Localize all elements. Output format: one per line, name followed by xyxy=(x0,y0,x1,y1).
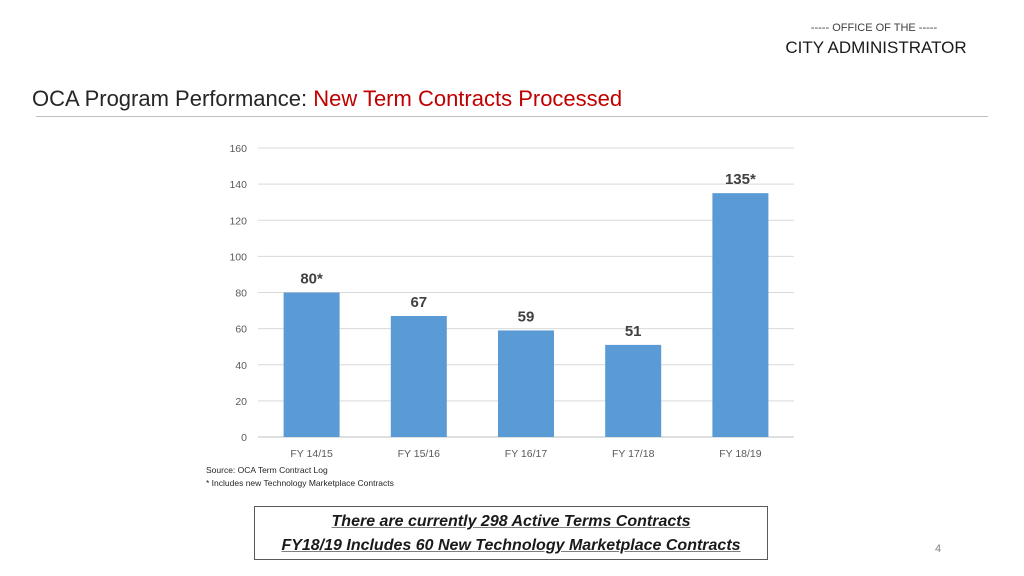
y-tick-label: 140 xyxy=(229,179,247,191)
source-note: Source: OCA Term Contract Log xyxy=(206,465,328,475)
data-label: 51 xyxy=(625,323,642,340)
callout-line-2: FY18/19 Includes 60 New Technology Marke… xyxy=(281,537,741,554)
page-number: 4 xyxy=(935,543,942,555)
office-label: ----- OFFICE OF THE ----- xyxy=(810,22,938,34)
callout-line-1: There are currently 298 Active Terms Con… xyxy=(331,513,691,530)
bar xyxy=(712,193,769,437)
x-tick-label: FY 14/15 xyxy=(290,448,333,460)
callout-box: There are currently 298 Active Terms Con… xyxy=(254,506,768,560)
slide-title: OCA Program Performance: New Term Contra… xyxy=(32,86,622,112)
x-tick-label: FY 18/19 xyxy=(719,448,762,460)
data-label: 67 xyxy=(410,294,427,311)
y-tick-label: 60 xyxy=(235,324,247,336)
x-tick-label: FY 16/17 xyxy=(505,448,548,460)
data-label: 135* xyxy=(725,171,756,188)
y-tick-label: 100 xyxy=(229,251,247,263)
data-label: 80* xyxy=(300,271,323,288)
title-divider xyxy=(36,116,988,117)
y-tick-label: 0 xyxy=(241,432,247,444)
y-tick-label: 120 xyxy=(229,215,247,227)
slide-title-prefix: OCA Program Performance: xyxy=(32,86,314,111)
x-tick-label: FY 15/16 xyxy=(398,448,441,460)
office-name: CITY ADMINISTRATOR xyxy=(785,38,967,57)
bar xyxy=(605,344,662,437)
bar xyxy=(390,315,447,437)
bar xyxy=(498,330,554,437)
x-tick-label: FY 17/18 xyxy=(612,448,655,460)
data-label: 59 xyxy=(518,308,535,325)
y-tick-label: 20 xyxy=(235,396,247,408)
y-tick-label: 160 xyxy=(229,143,247,155)
footnote: * Includes new Technology Marketplace Co… xyxy=(206,478,394,488)
y-tick-label: 40 xyxy=(235,360,247,372)
bar xyxy=(283,292,340,437)
slide-title-highlight: New Term Contracts Processed xyxy=(313,86,623,111)
chart-notes: Source: OCA Term Contract Log * Includes… xyxy=(206,464,394,490)
y-tick-label: 80 xyxy=(235,288,247,300)
